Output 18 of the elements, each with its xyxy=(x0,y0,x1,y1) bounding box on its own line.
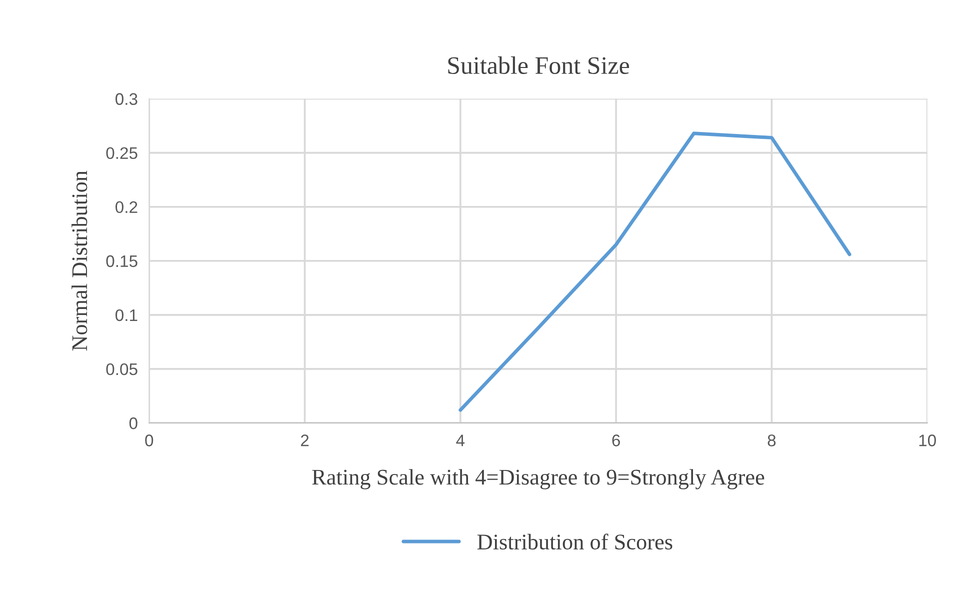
y-tick-label: 0.2 xyxy=(116,201,138,214)
x-tick-label: 2 xyxy=(300,434,309,446)
y-tick-label: 0.05 xyxy=(106,363,138,376)
y-tick-label: 0.1 xyxy=(116,309,138,322)
y-tick-label: 0 xyxy=(129,417,138,430)
y-axis-title: Normal Distribution xyxy=(72,170,88,351)
x-tick-label: 0 xyxy=(145,434,154,446)
x-axis-title: Rating Scale with 4=Disagree to 9=Strongly Agree xyxy=(312,469,764,490)
y-tick-label: 0.25 xyxy=(106,147,138,160)
y-tick-label: 0.3 xyxy=(116,93,138,105)
chart-title: Suitable Font Size xyxy=(448,56,630,74)
x-tick-label: 6 xyxy=(612,434,620,446)
x-tick-label: 8 xyxy=(768,434,776,446)
line-series xyxy=(458,132,852,412)
legend-label: Distribution of Scores xyxy=(477,534,672,550)
y-tick-label: 0.15 xyxy=(106,255,138,268)
x-tick-label: 4 xyxy=(456,434,465,446)
x-tick-label: 10 xyxy=(919,434,936,446)
